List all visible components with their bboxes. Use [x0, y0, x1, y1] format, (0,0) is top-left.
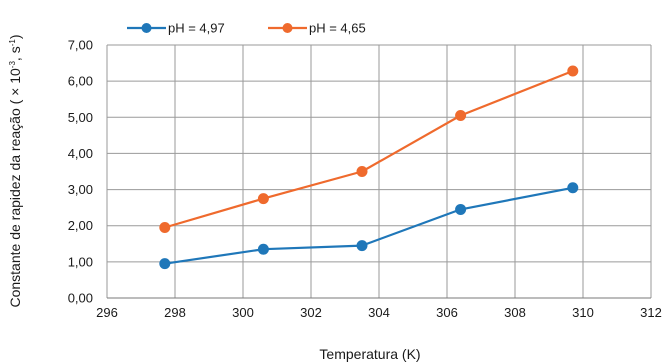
legend-label-1: pH = 4,97 — [168, 21, 225, 36]
y-tick-label: 4,00 — [68, 146, 93, 161]
y-axis-title-suffix: ) — [7, 34, 23, 39]
series-1-point — [567, 182, 579, 194]
y-axis-title-exp2: -1 — [8, 39, 17, 47]
y-tick-labels: 0,00 1,00 2,00 3,00 4,00 5,00 6,00 7,00 — [68, 38, 93, 306]
legend-label-2: pH = 4,65 — [309, 21, 366, 36]
x-tick-labels: 296 298 300 302 304 306 308 310 312 — [96, 305, 662, 320]
x-tick-label: 306 — [436, 305, 458, 320]
series-2-point — [356, 166, 368, 177]
x-tick-label: 302 — [300, 305, 322, 320]
y-tick-label: 3,00 — [68, 182, 93, 197]
y-tick-label: 0,00 — [68, 291, 93, 306]
x-tick-label: 308 — [504, 305, 526, 320]
x-axis-title: Temperatura (K) — [319, 346, 420, 362]
x-tick-label: 310 — [572, 305, 594, 320]
legend-marker-1 — [141, 23, 152, 33]
x-tick-label: 312 — [640, 305, 662, 320]
series-layer — [159, 65, 579, 270]
y-tick-label: 1,00 — [68, 254, 93, 269]
y-tick-label: 7,00 — [68, 38, 93, 53]
legend-marker-2 — [282, 23, 293, 33]
series-line-2 — [164, 69, 574, 229]
series-1-point — [455, 203, 467, 215]
y-tick-label: 2,00 — [68, 218, 93, 233]
y-tick-label: 5,00 — [68, 110, 93, 125]
x-tick-label: 304 — [368, 305, 390, 320]
y-axis-title-exp1: -3 — [8, 61, 17, 69]
series-1-point — [159, 258, 171, 270]
legend: pH = 4,97 pH = 4,65 — [127, 21, 366, 36]
y-axis-title: Constante de rapidez da reação ( × 10-3,… — [7, 34, 23, 307]
series-2-point — [455, 109, 467, 121]
series-2-point — [159, 222, 171, 234]
x-tick-label: 300 — [232, 305, 254, 320]
y-axis-title-middle: , s — [7, 46, 23, 61]
x-tick-label: 298 — [164, 305, 186, 320]
series-1-point — [257, 243, 269, 255]
x-tick-label: 296 — [96, 305, 118, 320]
series-2-point — [257, 193, 269, 205]
series-2-point — [567, 65, 579, 77]
y-tick-label: 6,00 — [68, 74, 93, 89]
series-1-point — [356, 240, 368, 252]
y-axis-title-prefix: Constante de rapidez da reação ( × 10 — [7, 68, 23, 308]
